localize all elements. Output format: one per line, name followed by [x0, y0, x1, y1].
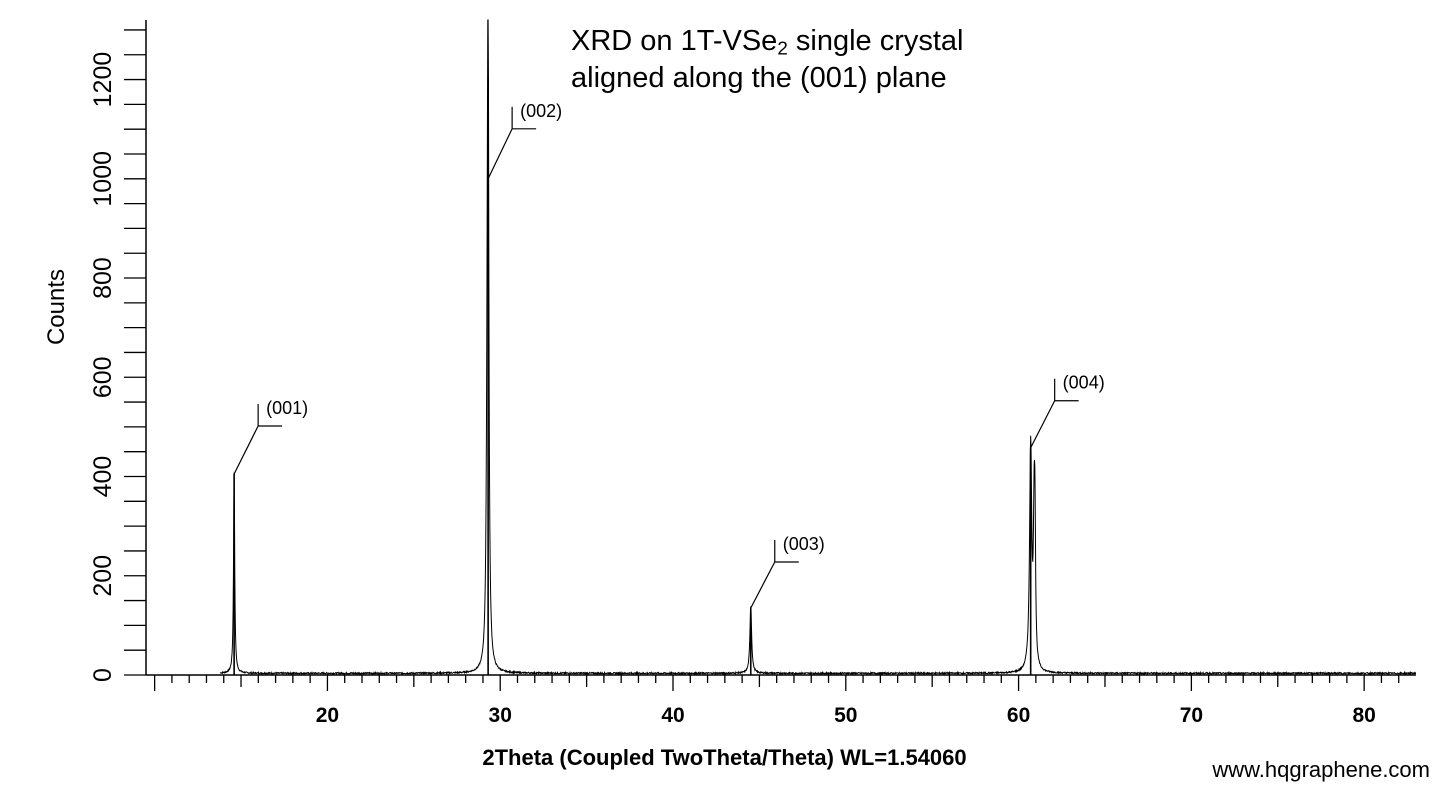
peak-annotations: (001) (002) (003) (004)	[233, 101, 1105, 609]
peak-leader	[487, 128, 513, 180]
x-tick-label: 40	[661, 704, 684, 727]
peak-label: (002)	[520, 101, 562, 121]
x-tick-label: 50	[834, 704, 857, 727]
x-tick-label: 30	[489, 704, 512, 727]
peak-label: (004)	[1063, 373, 1105, 393]
y-axis-ticks: 0 200 400 600 800 1000 1200	[89, 29, 146, 682]
y-axis-label: Counts	[43, 268, 70, 346]
series-line	[220, 19, 1417, 676]
axes	[145, 20, 1416, 676]
peak-leader	[233, 425, 259, 475]
y-tick-label: 200	[89, 555, 117, 597]
peak-label: (003)	[783, 534, 825, 554]
peak-leader	[750, 561, 776, 609]
y-tick-label: 600	[89, 356, 117, 398]
series-group	[220, 19, 1417, 676]
x-tick-label: 20	[316, 704, 339, 727]
y-tick-label: 1000	[89, 151, 117, 207]
x-axis-ticks: 20 30 40 50 60 70 80	[153, 675, 1400, 727]
x-axis-label: 2Theta (Coupled TwoTheta/Theta) WL=1.540…	[482, 745, 967, 770]
x-tick-label: 70	[1180, 704, 1203, 727]
y-tick-label: 800	[89, 257, 117, 299]
y-tick-label: 1200	[89, 52, 117, 108]
y-tick-label: 0	[89, 668, 117, 682]
watermark-text: www.hqgraphene.com	[1212, 757, 1430, 782]
peak-leader	[1030, 400, 1056, 449]
x-tick-label: 80	[1352, 704, 1375, 727]
y-tick-label: 400	[89, 456, 117, 498]
x-tick-label: 60	[1007, 704, 1030, 727]
chart-title-line2: aligned along the (001) plane	[571, 62, 947, 94]
chart-title-line1: XRD on 1T-VSe2 single crystal	[571, 25, 964, 59]
peak-label: (001)	[266, 398, 308, 418]
